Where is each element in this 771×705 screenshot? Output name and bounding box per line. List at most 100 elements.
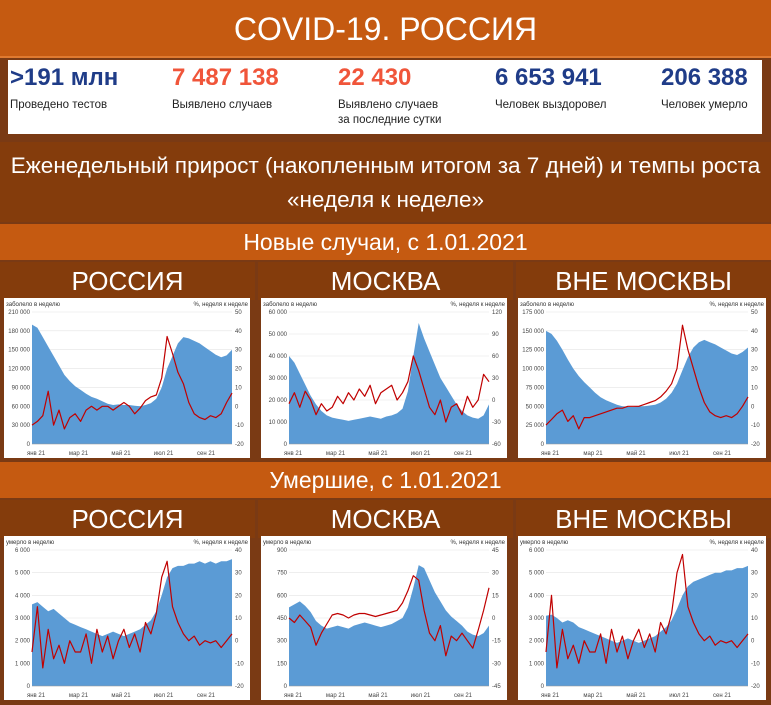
x-tick-label: май 21 [626, 692, 646, 699]
y2-tick-label: 30 [751, 571, 758, 577]
subtitle: Еженедельный прирост (накопленным итогом… [0, 142, 771, 222]
y2-tick-label: -10 [751, 423, 760, 429]
line-series [31, 335, 233, 430]
region-outside-deaths: ВНЕ МОСКВЫ [516, 500, 771, 538]
y2-tick-label: 0 [492, 616, 496, 622]
region-moscow-cases: МОСКВА [258, 262, 513, 300]
region-moscow-deaths: МОСКВА [258, 500, 513, 538]
y2-axis-label: %, неделя к неделе [193, 540, 248, 546]
y-tick-label: 1 000 [15, 661, 31, 667]
x-tick-label: май 21 [111, 450, 131, 457]
x-tick-label: янв 21 [284, 451, 303, 457]
y-tick-label: 30 000 [269, 376, 288, 382]
y2-tick-label: 50 [235, 310, 242, 316]
x-tick-label: сен 21 [197, 693, 216, 699]
y-tick-label: 600 [277, 593, 288, 599]
y-tick-label: 2 000 [15, 639, 31, 645]
stat-deaths-label: Человек умерло [661, 99, 748, 111]
y-tick-label: 0 [284, 684, 288, 690]
x-tick-label: июл 21 [154, 693, 174, 699]
x-tick-label: мар 21 [583, 451, 603, 457]
y-tick-label: 0 [284, 442, 288, 448]
y2-tick-label: -20 [751, 442, 760, 448]
y2-tick-label: -10 [751, 661, 760, 667]
x-tick-label: май 21 [626, 450, 646, 457]
y-tick-label: 4 000 [529, 593, 545, 599]
y-tick-label: 5 000 [15, 571, 31, 577]
x-tick-label: мар 21 [69, 451, 89, 457]
x-tick-label: янв 21 [27, 451, 46, 457]
area-series [546, 565, 748, 686]
y-tick-label: 2 000 [529, 639, 545, 645]
y-tick-label: 4 000 [15, 593, 31, 599]
stat-cases-day: 22 430 Выявлено случаев за последние сут… [338, 64, 441, 128]
y2-tick-label: 15 [492, 593, 499, 599]
y2-tick-label: 120 [492, 310, 503, 316]
y2-tick-label: 60 [492, 354, 499, 360]
stat-deaths-value: 206 388 [661, 64, 748, 91]
stat-recovered: 6 653 941 Человек выздоровел [495, 64, 607, 113]
y-tick-label: 125 000 [522, 348, 544, 354]
stat-cases-label: Выявлено случаев [172, 99, 273, 111]
y-axis-label: заболело в неделю [520, 302, 574, 308]
y-tick-label: 5 000 [529, 571, 545, 577]
line-series [288, 575, 490, 657]
y-tick-label: 150 000 [522, 329, 544, 335]
line-series [288, 355, 490, 423]
y2-tick-label: 30 [235, 571, 242, 577]
x-tick-label: янв 21 [27, 693, 46, 699]
chart-svg: заболело в неделю %, неделя к неделе 0 25 0… [520, 302, 765, 457]
y-tick-label: 450 [277, 616, 288, 622]
stat-tests: >191 млн Проведено тестов [10, 64, 118, 113]
y-tick-label: 10 000 [269, 420, 288, 426]
y2-tick-label: -45 [492, 684, 501, 690]
y-axis-label: умерло в неделю [520, 540, 569, 546]
y2-tick-label: 10 [751, 616, 758, 622]
x-tick-label: июл 21 [669, 451, 689, 457]
y-tick-label: 1 000 [529, 661, 545, 667]
y2-axis-label: %, неделя к неделе [193, 302, 248, 308]
x-tick-label: мар 21 [326, 693, 346, 699]
y-tick-label: 60 000 [12, 404, 31, 410]
y-tick-label: 0 [27, 442, 31, 448]
section-cases-title: Новые случаи, с 1.01.2021 [0, 224, 771, 260]
page-title: COVID-19. РОССИЯ [0, 0, 771, 58]
x-tick-label: май 21 [111, 692, 131, 699]
x-tick-label: июл 21 [154, 451, 174, 457]
y2-tick-label: -15 [492, 639, 501, 645]
y2-tick-label: 0 [492, 398, 496, 404]
stat-cases: 7 487 138 Выявлено случаев [172, 64, 279, 113]
y2-axis-label: %, неделя к неделе [709, 540, 764, 546]
y-tick-label: 0 [541, 442, 545, 448]
x-tick-label: май 21 [368, 692, 388, 699]
y2-axis-label: %, неделя к неделе [450, 302, 505, 308]
y-tick-label: 210 000 [8, 310, 30, 316]
x-tick-label: янв 21 [284, 693, 303, 699]
x-tick-label: мар 21 [583, 693, 603, 699]
y2-tick-label: -20 [751, 684, 760, 690]
chart-svg: умерло в неделю %, неделя к неделе 0 1 000 2… [520, 540, 765, 699]
stat-tests-value: >191 млн [10, 64, 119, 91]
y-tick-label: 20 000 [269, 398, 288, 404]
y2-tick-label: 50 [751, 310, 758, 316]
chart-cases-moscow: заболело в неделю %, неделя к неделе 0 10 0… [261, 298, 507, 458]
y-tick-label: 900 [277, 548, 288, 554]
stat-deaths: 206 388 Человек умерло [661, 64, 748, 113]
chart-svg: заболело в неделю %, неделя к неделе 0 30 0… [6, 302, 249, 457]
y2-tick-label: 30 [492, 376, 499, 382]
stats-panel: >191 млн Проведено тестов 7 487 138 Выяв… [8, 60, 762, 134]
y2-tick-label: -30 [492, 661, 501, 667]
y-tick-label: 100 000 [522, 367, 544, 373]
stat-cases-day-label: Выявлено случаев за последние сутки [338, 99, 442, 126]
y2-tick-label: 0 [235, 404, 239, 410]
y2-tick-label: 90 [492, 332, 499, 338]
stat-cases-day-value: 22 430 [338, 64, 412, 91]
y2-tick-label: 40 [751, 548, 758, 554]
y-tick-label: 175 000 [522, 310, 544, 316]
y-tick-label: 90 000 [12, 385, 31, 391]
x-tick-label: июл 21 [411, 693, 431, 699]
y2-tick-label: -20 [235, 442, 244, 448]
y2-tick-label: 40 [751, 329, 758, 335]
y-tick-label: 0 [541, 684, 545, 690]
y2-tick-label: -10 [235, 423, 244, 429]
